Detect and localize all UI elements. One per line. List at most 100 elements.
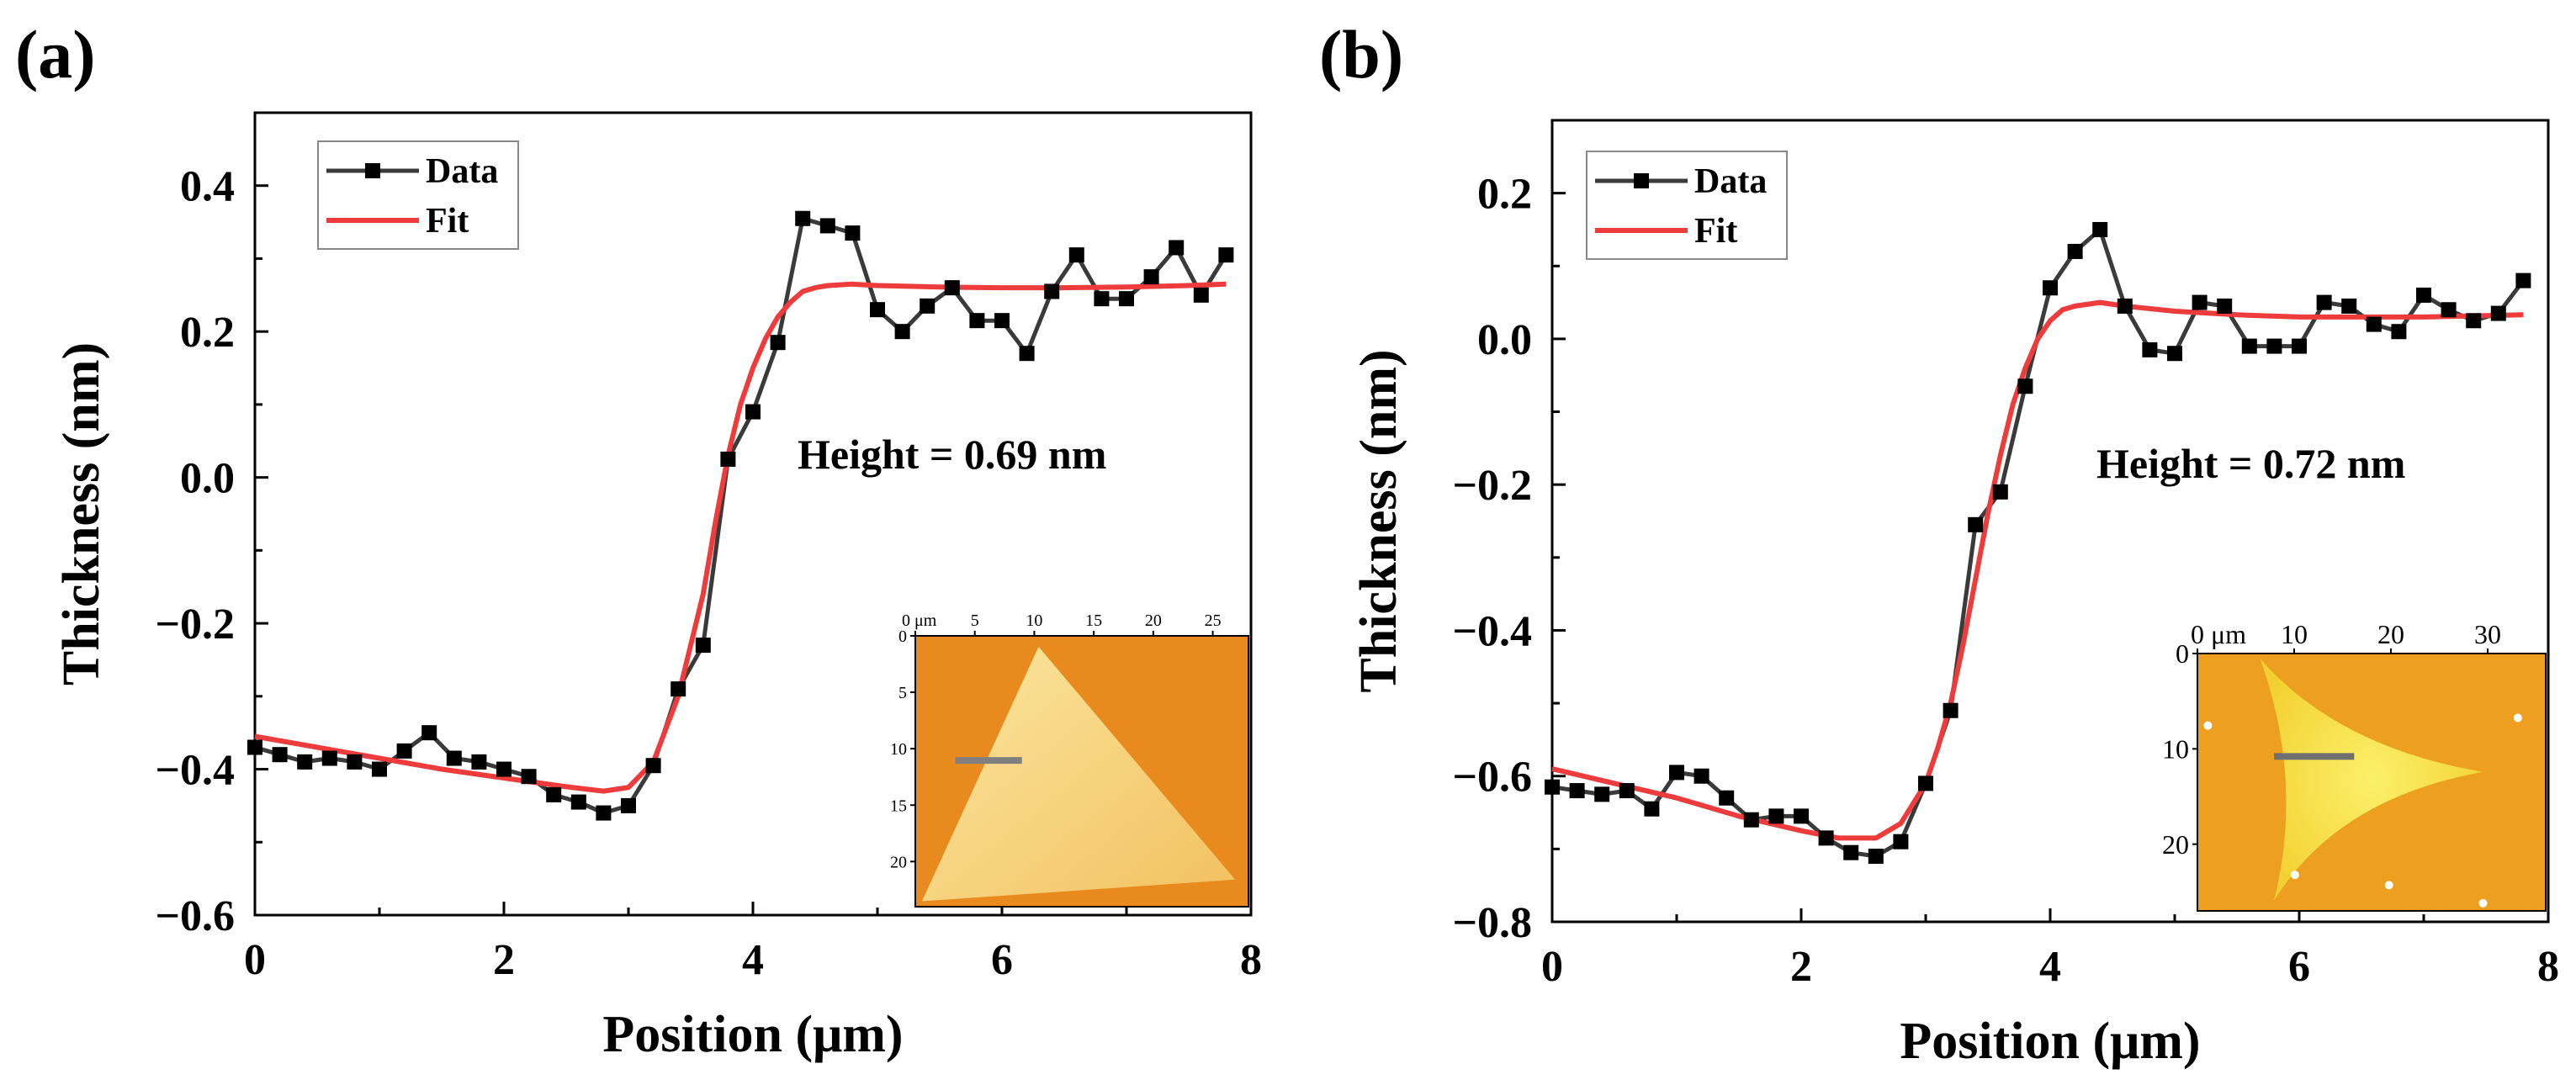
inset-particle	[2384, 881, 2393, 890]
data-point	[321, 750, 337, 766]
inset-y-tick-label: 5	[898, 684, 907, 702]
data-point	[2515, 273, 2531, 288]
fit-series-line	[254, 281, 1227, 794]
inset-particle	[2203, 721, 2213, 730]
data-point	[2192, 294, 2208, 310]
inset-x-tick-label: 10	[2281, 619, 2308, 649]
inset-flake	[921, 646, 1236, 902]
data-point	[1619, 783, 1635, 799]
inset-x-tick-label: 0 μm	[902, 611, 937, 630]
data-point	[546, 786, 562, 802]
data-point	[621, 797, 636, 813]
series-group-a	[247, 210, 1234, 821]
data-point	[1893, 834, 1909, 849]
data-point	[1169, 240, 1185, 256]
data-point	[745, 404, 761, 420]
inset-y-tick-label: 20	[2162, 829, 2189, 860]
x-tick-label: 4	[742, 936, 764, 984]
legend-data-label: Data	[1694, 162, 1767, 201]
data-point	[1094, 291, 1110, 307]
data-point	[994, 313, 1010, 329]
y-axis-label-a: Thickness (nm)	[53, 342, 110, 685]
y-tick-label: −0.2	[1452, 462, 1532, 510]
data-point	[2142, 341, 2158, 357]
legend-fit-label: Fit	[426, 202, 469, 241]
inset-y-tick-label: 15	[890, 797, 907, 815]
legend-box	[317, 140, 519, 250]
data-point	[1868, 849, 1884, 865]
y-tick-label: −0.6	[1452, 754, 1532, 802]
data-point	[2441, 302, 2457, 318]
x-tick-label: 0	[1541, 943, 1563, 991]
data-point	[2241, 338, 2257, 354]
data-point	[1719, 790, 1735, 806]
x-tick-label: 6	[991, 936, 1013, 984]
data-point	[2043, 280, 2058, 296]
inset-x-tick-label: 20	[2377, 619, 2404, 649]
data-point	[2292, 338, 2307, 354]
legend-box	[1586, 151, 1788, 260]
data-point	[2217, 298, 2233, 314]
panel-a: (a) 0 2 4 6 8 −0.6 −0.4 −0.2 0.0 0.2 0.4 Thickness…	[15, 16, 1262, 1063]
inset-frame	[2197, 653, 2547, 912]
y-tick-label: 0.0	[180, 455, 235, 503]
height-annotation-a: Height = 0.69 nm	[798, 431, 1106, 478]
data-point	[2167, 346, 2182, 362]
x-tick-label: 2	[1790, 943, 1812, 991]
data-point	[2266, 338, 2282, 354]
inset-y-tick-label: 10	[890, 740, 907, 759]
y-tick-label: 0.4	[180, 163, 235, 211]
data-point	[1644, 801, 1660, 817]
x-tick-label: 8	[1240, 936, 1262, 984]
data-point	[1019, 346, 1035, 362]
series-group-b	[1545, 221, 2531, 865]
inset-x-tick-label: 0 μm	[2191, 619, 2246, 649]
data-point	[1918, 775, 1933, 791]
data-point	[720, 451, 736, 467]
data-point	[2391, 324, 2407, 340]
data-point	[1068, 247, 1084, 263]
x-tick-label: 2	[493, 936, 515, 984]
data-point	[1818, 830, 1834, 846]
data-point	[421, 725, 437, 741]
height-annotation-b: Height = 0.72 nm	[2096, 440, 2405, 487]
inset-x-tick-label: 25	[1205, 611, 1222, 630]
y-tick-label: 0.0	[1477, 316, 1532, 364]
x-tick-label: 8	[2537, 943, 2559, 991]
data-point	[347, 754, 363, 770]
legend-data-marker	[365, 163, 380, 178]
data-point	[1594, 786, 1610, 802]
inset-x-tick-label: 15	[1085, 611, 1102, 630]
data-point	[944, 280, 960, 296]
y-axis-label-b: Thickness (nm)	[1350, 349, 1407, 692]
inset-y-tick-label: 0	[898, 627, 907, 646]
data-point	[645, 758, 661, 774]
panel-label-a: (a)	[15, 16, 96, 93]
data-point	[247, 739, 262, 755]
inset-x-tick-label: 5	[971, 611, 979, 630]
data-point	[496, 761, 511, 777]
inset-y-tick-label: 0	[2176, 638, 2189, 669]
data-point	[671, 681, 686, 697]
data-point	[1119, 291, 1134, 307]
data-point	[521, 769, 537, 785]
y-tick-label: 0.2	[180, 309, 235, 357]
data-point	[695, 638, 711, 654]
axis-ticks-b	[1550, 119, 2550, 924]
data-point	[2466, 313, 2482, 329]
data-point	[770, 335, 786, 351]
data-point	[1545, 779, 1560, 795]
data-point	[1669, 765, 1684, 781]
data-point	[1193, 287, 1209, 303]
data-point	[1943, 702, 1959, 718]
legend-data-marker	[1634, 173, 1649, 188]
y-tick-label: −0.8	[1452, 899, 1532, 947]
afm-inset-b: 0 μm 10 20 30 0 10 20	[2162, 619, 2547, 912]
inset-particle	[2478, 898, 2488, 908]
panel-b: (b) 0 2 4 6 8 −0.8 −0.6 −0.4 −0.2 0.0 0.2 Thicknes…	[1319, 16, 2559, 1070]
x-tick-label: 4	[2039, 943, 2061, 991]
data-point	[2416, 287, 2431, 303]
inset-flake	[2260, 659, 2483, 901]
data-point	[894, 324, 910, 340]
